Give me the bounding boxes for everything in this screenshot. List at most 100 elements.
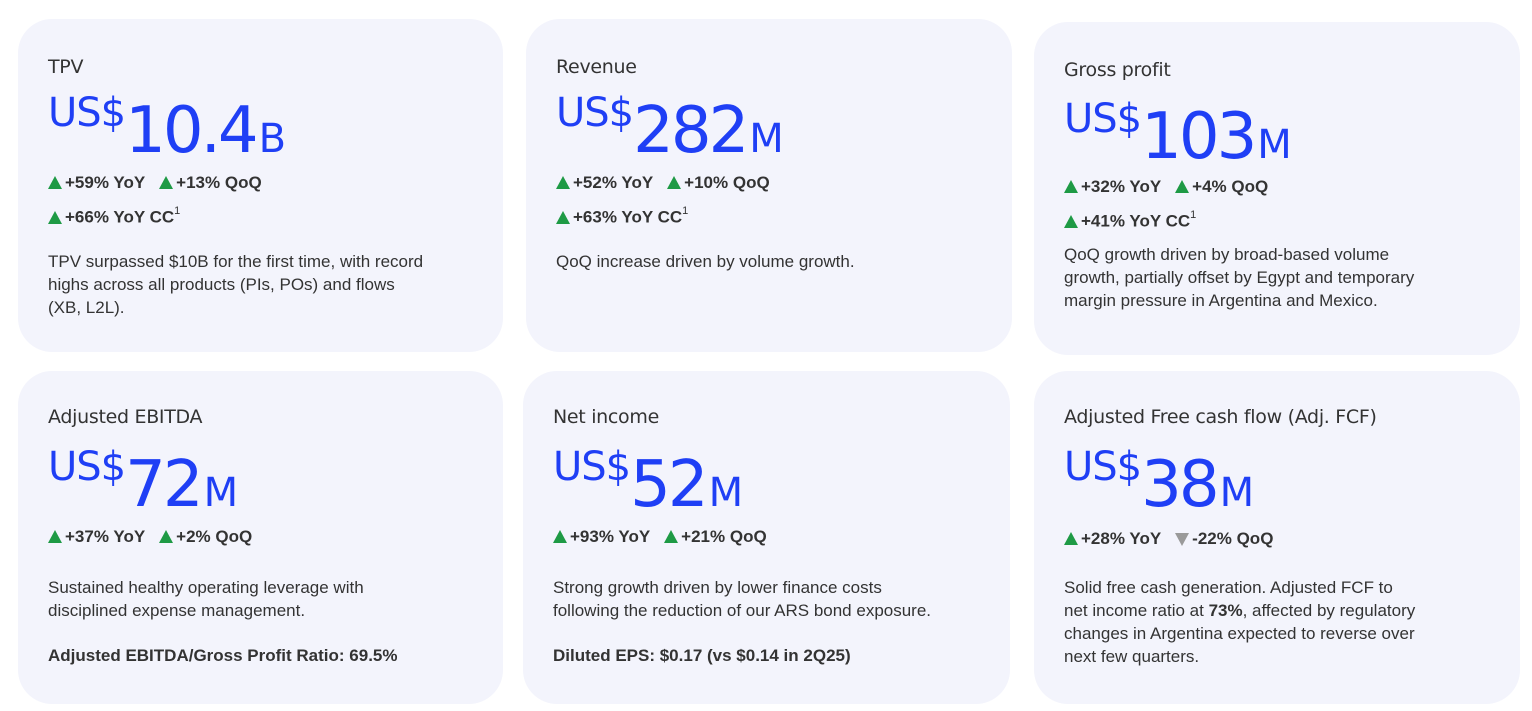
kpi-value: US$282M [556,90,784,163]
description-text: changes in Argentina expected to reverse… [1064,624,1415,643]
card-title: Adjusted EBITDA [48,406,203,428]
metric-line: +52% YoY +10% QoQ [556,167,784,198]
triangle-up-icon [556,176,570,189]
value-unit: M [203,470,239,516]
growth-metrics: +52% YoY +10% QoQ +63% YoY CC1 [556,167,784,229]
currency-label: US$ [1064,444,1142,490]
triangle-up-icon [1064,532,1078,545]
card-description: Solid free cash generation. Adjusted FCF… [1064,576,1415,668]
description-text: , affected by regulatory [1242,601,1416,620]
kpi-value: US$10.4B [48,90,286,163]
description-line: highs across all products (PIs, POs) and… [48,275,395,294]
metric-text: +10% QoQ [684,173,770,192]
value-number: 52 [630,448,708,522]
triangle-up-icon [667,176,682,189]
card-title: Net income [553,406,659,428]
triangle-up-icon [48,210,62,224]
footnote-marker: 1 [682,205,689,217]
metric-text: +59% YoY [65,173,146,192]
kpi-value: US$103M [1064,96,1292,169]
triangle-up-icon [1064,214,1078,228]
triangle-up-icon [553,530,567,543]
growth-metric: +59% YoY [48,167,145,198]
value-number: 103 [1141,100,1257,174]
card-title: Revenue [556,56,637,78]
card-adjusted-ebitda: Adjusted EBITDA US$72M +37% YoY +2% QoQ S… [18,371,503,704]
description-line: QoQ growth driven by broad-based volume [1064,245,1390,264]
metric-line: +28% YoY -22% QoQ [1064,523,1287,554]
description-line: TPV surpassed $10B for the first time, w… [48,252,424,271]
triangle-up-icon [48,530,62,543]
description-text: Solid free cash generation. Adjusted FCF… [1064,578,1393,597]
currency-label: US$ [1064,96,1142,142]
description-line: Strong growth driven by lower finance co… [553,578,882,597]
description-line: Sustained healthy operating leverage wit… [48,578,364,597]
currency-label: US$ [553,444,631,490]
currency-label: US$ [48,444,126,490]
metric-text: +32% YoY [1081,177,1162,196]
description-line: following the reduction of our ARS bond … [553,601,932,620]
triangle-up-icon [556,210,570,224]
value-number: 38 [1141,448,1219,522]
triangle-up-icon [1064,180,1078,193]
metric-text: +21% QoQ [681,527,767,546]
metric-text: +66% YoY CC [65,207,175,227]
ebitda-ratio-note: Adjusted EBITDA/Gross Profit Ratio: 69.5… [48,646,398,665]
card-description: TPV surpassed $10B for the first time, w… [48,250,423,319]
value-unit: M [1257,122,1292,168]
card-tpv: TPV US$10.4B +59% YoY +13% QoQ +66% YoY CC… [18,19,503,352]
growth-metric: +2% QoQ [159,521,252,552]
metric-text: +4% QoQ [1192,177,1269,196]
kpi-value: US$52M [553,444,743,517]
description-text: next few quarters. [1064,647,1200,666]
card-adjusted-fcf: Adjusted Free cash flow (Adj. FCF) US$38… [1034,371,1520,704]
card-description: QoQ growth driven by broad-based volume g… [1064,243,1414,312]
triangle-up-icon [159,530,174,543]
growth-metric: +10% QoQ [667,167,770,198]
kpi-value: US$38M [1064,444,1254,517]
metric-text: +52% YoY [573,173,654,192]
growth-metric: +41% YoY CC1 [1064,202,1196,237]
card-description: Strong growth driven by lower finance co… [553,576,931,622]
value-number: 72 [125,448,203,522]
currency-label: US$ [48,90,126,136]
card-title: Adjusted Free cash flow (Adj. FCF) [1064,406,1377,428]
card-gross-profit: Gross profit US$103M +32% YoY +4% QoQ +41%… [1034,22,1520,355]
growth-metric: +37% YoY [48,521,145,552]
growth-metrics: +28% YoY -22% QoQ [1064,523,1287,554]
metric-line: +41% YoY CC1 [1064,202,1282,233]
metric-line: +32% YoY +4% QoQ [1064,171,1282,202]
card-revenue: Revenue US$282M +52% YoY +10% QoQ +63% YoY… [526,19,1012,352]
growth-metrics: +37% YoY +2% QoQ [48,521,266,552]
metric-line: +66% YoY CC1 [48,198,276,229]
growth-metric: +66% YoY CC1 [48,198,180,233]
triangle-up-icon [159,176,174,189]
description-line: disciplined expense management. [48,601,306,620]
metric-line: +59% YoY +13% QoQ [48,167,276,198]
card-title: TPV [48,56,84,78]
value-unit: M [1219,470,1255,516]
description-line: QoQ increase driven by volume growth. [556,252,855,271]
highlight-value: 73% [1208,601,1243,620]
growth-metrics: +93% YoY +21% QoQ [553,521,781,552]
metric-line: +63% YoY CC1 [556,198,784,229]
triangle-up-icon [48,176,62,189]
value-unit: B [258,116,287,162]
description-line: growth, partially offset by Egypt and te… [1064,268,1415,287]
growth-metric: -22% QoQ [1175,523,1273,554]
growth-metric: +4% QoQ [1175,171,1268,202]
metric-text: -22% QoQ [1192,529,1274,548]
metric-text: +2% QoQ [176,527,253,546]
currency-label: US$ [556,90,634,136]
diluted-eps-note: Diluted EPS: $0.17 (vs $0.14 in 2Q25) [553,646,851,665]
value-number: 282 [633,94,749,168]
growth-metric: +21% QoQ [664,521,767,552]
metric-text: +37% YoY [65,527,146,546]
triangle-down-icon [1175,533,1190,546]
card-net-income: Net income US$52M +93% YoY +21% QoQ Stron… [523,371,1010,704]
metric-text: +13% QoQ [176,173,262,192]
growth-metrics: +32% YoY +4% QoQ +41% YoY CC1 [1064,171,1282,233]
footnote-marker: 1 [174,205,181,217]
description-line: margin pressure in Argentina and Mexico. [1064,291,1378,310]
growth-metric: +28% YoY [1064,523,1161,554]
